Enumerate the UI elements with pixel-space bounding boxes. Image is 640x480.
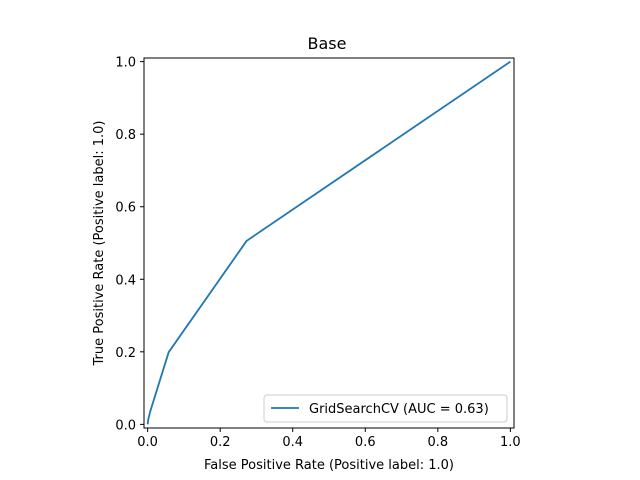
legend-entry-label: GridSearchCV (AUC = 0.63) [309,402,489,417]
data-layer [146,60,511,425]
x-tick-label: 0.4 [282,435,303,450]
x-tick-label: 0.8 [427,435,448,450]
ticks-layer: 0.0 0.2 0.4 0.6 0.8 1.0 0.0 0.2 0.4 0.6 0.8 1.0 [115,56,520,450]
y-tick-label: 1.0 [115,56,136,71]
roc-curve-line [146,60,511,425]
y-axis-title: True Positive Rate (Positive label: 1.0) [92,121,107,367]
plot-frame [143,57,515,429]
x-tick-label: 0.0 [137,435,158,450]
x-axis-title: False Positive Rate (Positive label: 1.0… [204,458,454,473]
legend-box [263,394,508,423]
x-tick-label: 0.6 [355,435,376,450]
y-tick-label: 0.6 [115,201,136,216]
x-tick-label: 1.0 [500,435,521,450]
legend: GridSearchCV (AUC = 0.63) [263,394,508,423]
y-tick-label: 0.4 [115,273,136,288]
y-tick-label: 0.2 [115,346,136,361]
chart-title: Base [308,34,347,53]
x-tick-label: 0.2 [210,435,231,450]
y-tick-label: 0.0 [115,418,136,433]
y-tick-label: 0.8 [115,128,136,143]
plot-area [144,58,514,428]
